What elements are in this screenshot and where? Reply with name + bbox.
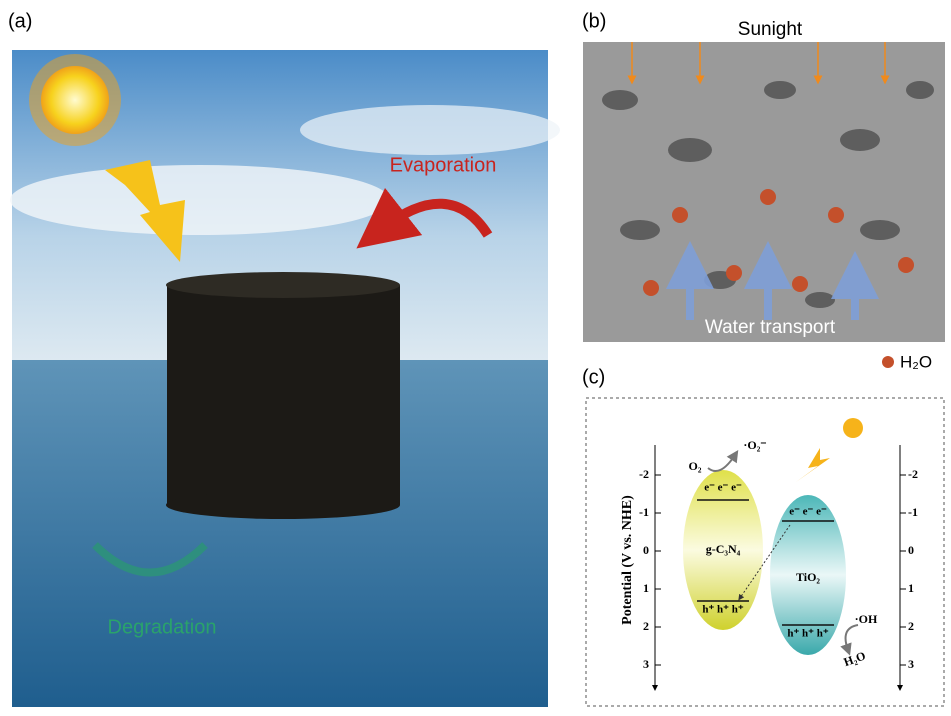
right-tick-label: 3: [908, 657, 914, 671]
water-label: H₂O: [842, 648, 868, 669]
tio2-holes: h⁺ h⁺ h⁺: [787, 628, 828, 640]
panel-label: (a): [8, 10, 32, 32]
cloud: [300, 105, 560, 155]
sun: [41, 66, 109, 134]
reduction-arrow: [708, 455, 735, 471]
gcn-name: g-C₃N₄: [706, 542, 741, 556]
legend-icon: [882, 356, 894, 368]
right-tick-label: -2: [908, 467, 918, 481]
figure: (a) Evaporation Degradation (b) Sunight …: [0, 0, 951, 711]
oxidation-arrow: [846, 625, 858, 650]
panel-label: (b): [582, 10, 606, 32]
left-tick-label: 2: [643, 619, 649, 633]
cylinder-bottom: [166, 491, 400, 519]
cylinder: [167, 285, 400, 505]
o2-label: O₂: [689, 459, 702, 473]
hydroxyl-label: ·OH: [855, 612, 878, 626]
sun-icon: [843, 418, 863, 438]
sunlight-label: Sunight: [738, 19, 803, 40]
lightning-icon: [796, 448, 830, 482]
cylinder-top: [166, 272, 400, 298]
gcn-electrons: e⁻ e⁻ e⁻: [704, 482, 742, 494]
cloud: [10, 165, 390, 235]
left-tick-label: 1: [643, 581, 649, 595]
left-tick-label: 3: [643, 657, 649, 671]
left-tick-label: -1: [639, 505, 649, 519]
right-tick-label: 0: [908, 543, 914, 557]
panel-label: (c): [582, 366, 605, 388]
water-transport-label: Water transport: [705, 317, 836, 338]
left-tick-label: -2: [639, 467, 649, 481]
right-tick-label: 1: [908, 581, 914, 595]
tio2-name: TiO₂: [796, 570, 820, 584]
superoxide-label: ·O₂⁻: [743, 438, 766, 452]
evaporation-label: Evaporation: [390, 154, 497, 176]
right-tick-label: -1: [908, 505, 918, 519]
gcn-holes: h⁺ h⁺ h⁺: [702, 604, 743, 616]
left-tick-label: 0: [643, 543, 649, 557]
degradation-label: Degradation: [108, 616, 217, 638]
tio2-electrons: e⁻ e⁻ e⁻: [789, 506, 827, 518]
legend-label: H₂O: [900, 352, 932, 371]
axis-label: Potential (V vs. NHE): [620, 495, 635, 625]
right-tick-label: 2: [908, 619, 914, 633]
